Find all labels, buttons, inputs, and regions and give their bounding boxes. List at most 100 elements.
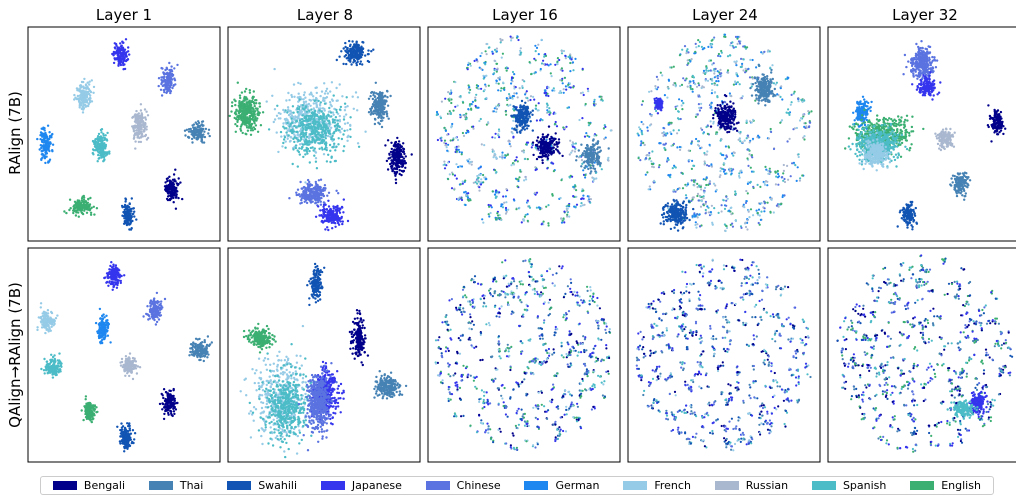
data-point	[304, 188, 307, 191]
data-point	[401, 170, 405, 173]
data-point	[336, 124, 339, 127]
data-point	[165, 66, 168, 70]
tsne-panel	[427, 26, 621, 242]
data-point	[303, 200, 306, 203]
data-point	[307, 186, 310, 190]
data-point	[390, 147, 393, 151]
data-point	[537, 43, 540, 46]
data-point	[378, 103, 381, 107]
data-point	[191, 141, 194, 144]
data-point	[562, 88, 565, 91]
data-point	[323, 214, 326, 217]
data-point	[575, 203, 579, 206]
data-point	[65, 211, 68, 215]
data-point	[566, 209, 569, 212]
data-point	[547, 94, 550, 98]
data-point	[580, 202, 583, 205]
data-point	[505, 97, 508, 100]
data-point	[479, 165, 482, 168]
data-point	[97, 140, 100, 144]
data-point	[346, 219, 350, 223]
data-point	[514, 120, 518, 123]
data-point	[535, 119, 539, 122]
data-point	[298, 139, 302, 142]
data-point	[277, 111, 281, 115]
data-point	[477, 87, 480, 90]
data-point	[135, 129, 138, 132]
data-point	[379, 107, 382, 111]
data-point	[397, 157, 401, 160]
data-point	[519, 53, 522, 56]
data-point	[541, 161, 544, 165]
data-point	[536, 145, 539, 148]
data-point	[233, 98, 236, 101]
data-point	[327, 214, 330, 217]
data-point	[435, 113, 438, 117]
data-point	[346, 121, 349, 125]
data-point	[267, 128, 271, 131]
data-point	[385, 89, 389, 93]
data-point	[290, 117, 293, 120]
data-point	[96, 160, 99, 163]
data-point	[314, 151, 318, 154]
data-point	[468, 158, 471, 161]
data-point	[551, 89, 554, 92]
data-point	[524, 113, 528, 116]
data-point	[167, 81, 171, 84]
data-point	[469, 64, 472, 67]
data-point	[490, 206, 493, 209]
data-point	[168, 197, 172, 201]
data-point	[386, 96, 389, 99]
data-point	[337, 223, 341, 226]
data-point	[140, 128, 143, 131]
data-point	[574, 142, 578, 145]
data-point	[497, 214, 500, 217]
data-point	[172, 201, 175, 204]
data-point	[308, 143, 311, 146]
data-point	[333, 124, 337, 128]
column-title-4: Layer 24	[692, 6, 758, 24]
data-point	[535, 191, 539, 194]
data-point	[323, 207, 326, 211]
data-point	[360, 53, 363, 56]
data-point	[315, 183, 318, 186]
data-point	[374, 118, 377, 121]
data-point	[574, 57, 577, 61]
data-point	[337, 143, 340, 146]
data-point	[42, 138, 45, 141]
data-point	[367, 52, 370, 56]
panel-frame	[227, 26, 421, 242]
data-point	[546, 151, 549, 154]
data-point	[311, 200, 314, 203]
data-point	[305, 131, 308, 134]
data-point	[42, 154, 45, 157]
data-point	[115, 58, 118, 61]
data-point	[468, 86, 471, 89]
data-point	[537, 53, 540, 56]
data-point	[243, 107, 246, 110]
data-point	[519, 47, 522, 50]
data-point	[89, 94, 92, 97]
data-point	[561, 77, 564, 80]
data-point	[582, 194, 585, 197]
data-point	[463, 191, 466, 194]
data-point	[128, 215, 131, 219]
data-point	[447, 178, 450, 181]
data-point	[166, 192, 170, 195]
data-point	[187, 135, 190, 139]
data-point	[175, 193, 178, 196]
data-point	[299, 128, 303, 131]
data-point	[295, 119, 298, 122]
data-point	[238, 94, 242, 97]
data-point	[383, 102, 387, 106]
data-point	[197, 120, 200, 123]
data-point	[537, 155, 540, 159]
data-point	[38, 148, 41, 151]
data-point	[353, 56, 357, 59]
data-point	[507, 208, 510, 211]
data-point	[306, 147, 310, 151]
data-point	[117, 58, 120, 61]
data-point	[543, 136, 546, 139]
data-point	[298, 119, 302, 122]
data-point	[308, 161, 311, 164]
